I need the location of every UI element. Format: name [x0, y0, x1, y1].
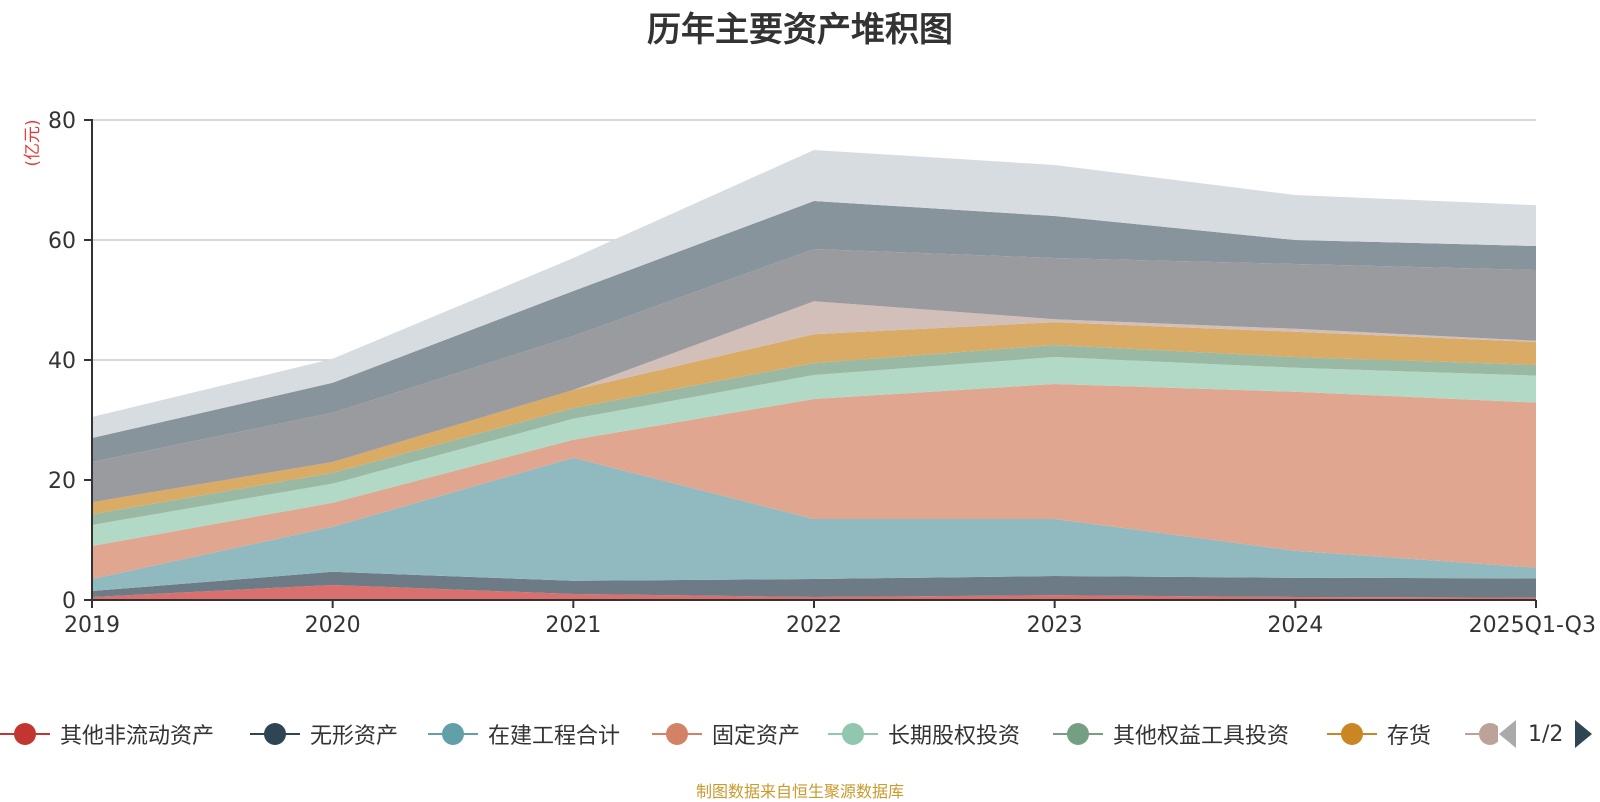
stacked-areas	[92, 150, 1536, 600]
legend-marker-icon	[250, 723, 300, 745]
legend-item[interactable]: 长期股权投资	[828, 714, 1020, 754]
legend-marker-icon	[0, 723, 50, 745]
legend-item[interactable]: 其他权益工具投资	[1053, 714, 1289, 754]
x-tick-label: 2024	[1267, 613, 1323, 638]
area-series-6[interactable]	[92, 345, 1536, 525]
area-series-2[interactable]	[92, 571, 1536, 598]
y-tick-label: 20	[48, 469, 76, 494]
legend-label: 固定资产	[712, 724, 801, 749]
y-axis-unit-label: (亿元)	[23, 119, 43, 166]
area-series-3[interactable]	[92, 457, 1536, 591]
area-series-1[interactable]	[92, 585, 1536, 600]
area-series-9[interactable]	[92, 249, 1536, 503]
x-tick-label: 2019	[64, 613, 120, 638]
legend-label: 其他非流动资产	[60, 724, 215, 749]
y-tick-label: 60	[48, 229, 76, 254]
chart-plot: 0 20 40 60 80 2019 2020 2021 2022 2023 2024 2025Q1-…	[23, 109, 1596, 638]
legend: 其他非流动资产 无形资产 在建工程合计 固定资产 长期股权投资 其他权益工具投资 存货	[0, 714, 1600, 754]
area-series-7[interactable]	[92, 322, 1536, 515]
area-series-4[interactable]	[92, 384, 1536, 579]
legend-item[interactable]: 无形资产	[250, 714, 398, 754]
axes: 0 20 40 60 80 2019 2020 2021 2022 2023 2024 2025Q1-…	[48, 109, 1596, 638]
legend-next-icon[interactable]	[1573, 719, 1593, 749]
area-series-11[interactable]	[92, 150, 1536, 438]
legend-marker-icon	[1053, 723, 1103, 745]
legend-label: 长期股权投资	[888, 724, 1021, 749]
legend-label: 其他权益工具投资	[1113, 724, 1290, 749]
legend-page-indicator: 1/2	[1528, 721, 1564, 747]
y-tick-label: 40	[48, 349, 76, 374]
legend-marker-icon	[428, 723, 478, 745]
x-tick-label: 2023	[1027, 613, 1083, 638]
legend-item[interactable]: 固定资产	[652, 714, 800, 754]
source-note: 制图数据来自恒生聚源数据库	[695, 782, 904, 801]
legend-item[interactable]: 在建工程合计	[428, 714, 620, 754]
x-tick-label: 2020	[305, 613, 361, 638]
chart-title: 历年主要资产堆积图	[647, 10, 953, 50]
y-tick-label: 0	[62, 589, 76, 614]
legend-label: 在建工程合计	[488, 724, 621, 749]
legend-marker-icon	[1327, 723, 1377, 745]
legend-item[interactable]: 其他非流动资产	[0, 714, 214, 754]
legend-label: 无形资产	[310, 724, 399, 749]
y-tick-label: 80	[48, 109, 76, 134]
legend-marker-icon	[652, 723, 702, 745]
x-tick-label: 2022	[786, 613, 842, 638]
legend-label: 存货	[1387, 724, 1432, 749]
legend-prev-icon[interactable]	[1498, 719, 1518, 749]
x-tick-label: 2025Q1-Q3	[1469, 613, 1596, 638]
x-tick-label: 2021	[545, 613, 601, 638]
legend-pager: 1/2	[1498, 714, 1600, 754]
legend-marker-icon	[828, 723, 878, 745]
area-series-5[interactable]	[92, 357, 1536, 546]
legend-item[interactable]: 存货	[1327, 714, 1431, 754]
